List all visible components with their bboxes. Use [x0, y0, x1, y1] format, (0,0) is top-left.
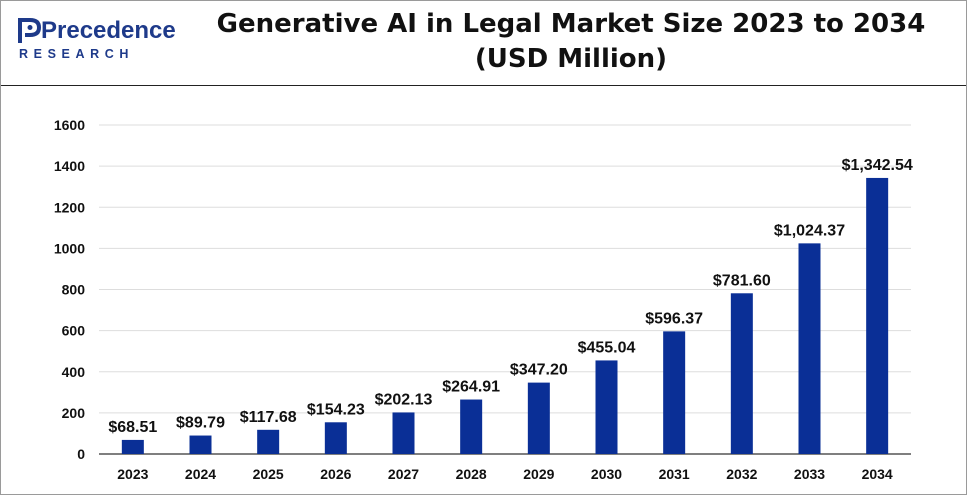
x-tick-label: 2030	[591, 466, 622, 482]
data-label: $264.91	[442, 379, 500, 396]
x-tick-label: 2027	[388, 466, 419, 482]
bar	[121, 439, 144, 454]
bar	[392, 412, 415, 454]
bar	[663, 331, 686, 454]
y-tick-label: 600	[62, 323, 86, 339]
x-tick-label: 2032	[726, 466, 757, 482]
data-label: $781.60	[713, 272, 771, 289]
x-tick-label: 2033	[794, 466, 825, 482]
y-tick-label: 200	[62, 405, 86, 421]
data-label: $347.20	[510, 362, 568, 379]
x-tick-label: 2029	[523, 466, 554, 482]
bar	[730, 293, 753, 454]
x-tick-label: 2031	[659, 466, 690, 482]
data-label: $68.51	[108, 419, 157, 436]
y-tick-label: 1200	[54, 199, 85, 215]
logo-wordmark: Precedence	[41, 17, 176, 44]
y-tick-label: 800	[62, 282, 86, 298]
bar	[866, 177, 889, 454]
logo-subtitle: RESEARCH	[19, 47, 134, 61]
bar	[595, 360, 618, 454]
logo-mark-icon	[18, 18, 41, 43]
bar	[798, 243, 821, 454]
bar	[527, 382, 550, 454]
bar	[460, 399, 483, 454]
x-tick-label: 2025	[253, 466, 284, 482]
bar	[324, 422, 347, 454]
chart-title: Generative AI in Legal Market Size 2023 …	[216, 9, 926, 39]
x-tick-label: 2028	[456, 466, 487, 482]
y-tick-label: 1400	[54, 158, 85, 174]
data-label: $117.68	[240, 409, 297, 426]
data-label: $1,342.54	[842, 157, 913, 174]
chart-header: Precedence RESEARCH Generative AI in Leg…	[1, 1, 966, 86]
data-label: $89.79	[176, 415, 225, 432]
data-label: $202.13	[375, 391, 433, 408]
data-label: $596.37	[645, 310, 703, 327]
y-tick-label: 400	[62, 364, 86, 380]
data-label: $455.04	[578, 339, 636, 356]
chart-title-units: (USD Million)	[474, 44, 668, 74]
data-label: $154.23	[307, 401, 365, 418]
x-tick-label: 2024	[185, 466, 216, 482]
y-tick-label: 0	[77, 446, 85, 462]
data-label: $1,024.37	[774, 222, 845, 239]
x-tick-label: 2023	[117, 466, 148, 482]
x-tick-label: 2034	[862, 466, 893, 482]
company-logo: Precedence RESEARCH	[15, 9, 176, 65]
y-tick-label: 1000	[54, 240, 85, 256]
bar-chart: 0 200 400 600 800 1000 1200 1400 1600 $68.51 2023 $…	[54, 117, 913, 482]
x-tick-label: 2026	[320, 466, 351, 482]
y-tick-label: 1600	[54, 117, 85, 133]
bar	[257, 429, 280, 454]
bar	[189, 435, 212, 454]
